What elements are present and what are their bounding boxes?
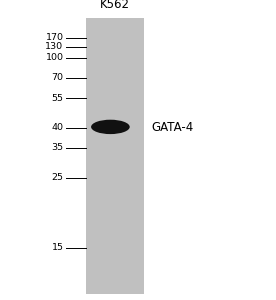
Text: GATA-4: GATA-4 <box>152 121 194 134</box>
Text: 25: 25 <box>52 173 63 182</box>
Text: 15: 15 <box>52 243 63 252</box>
Text: K562: K562 <box>100 0 129 11</box>
Text: 170: 170 <box>46 33 63 42</box>
Text: 130: 130 <box>45 42 63 51</box>
Text: 70: 70 <box>52 74 63 82</box>
Text: 35: 35 <box>51 143 63 152</box>
Text: 40: 40 <box>52 123 63 132</box>
Text: 55: 55 <box>52 94 63 103</box>
Bar <box>86 18 144 294</box>
Ellipse shape <box>91 120 130 134</box>
Text: 100: 100 <box>46 53 63 62</box>
